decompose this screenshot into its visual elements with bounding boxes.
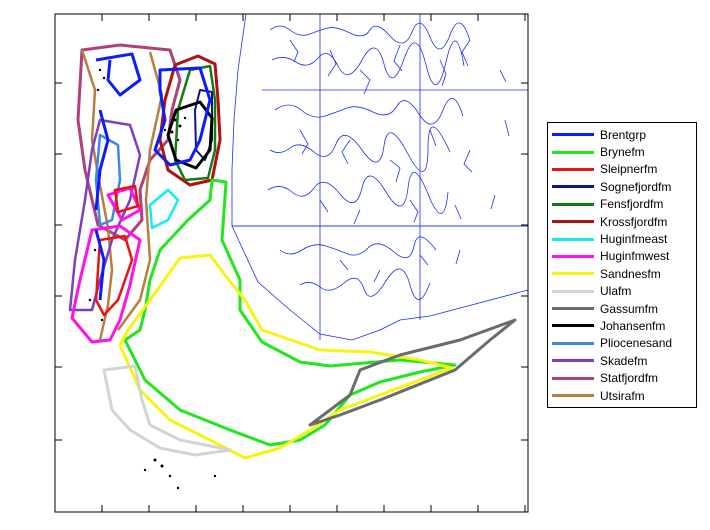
map-legend: Brentgrp Brynefm Sleipnerfm Sognefjordfm Fen…: [547, 122, 697, 409]
legend-swatch: [552, 220, 594, 224]
legend-item: Ulafm: [552, 283, 692, 300]
legend-label: Krossfjordfm: [600, 214, 668, 229]
johansenfm-outline: [166, 100, 214, 170]
coast-boundary-line: [231, 13, 529, 341]
legend-swatch: [552, 133, 594, 137]
legend-label: Johansenfm: [600, 318, 666, 333]
legend-item: Gassumfm: [552, 300, 692, 317]
legend-label: Huginfmeast: [600, 232, 668, 247]
legend-item: Sandnesfm: [552, 265, 692, 282]
legend-swatch: [552, 289, 594, 293]
legend-item: Huginfmeast: [552, 230, 692, 247]
legend-label: Utsirafm: [600, 388, 645, 403]
legend-item: Fensfjordfm: [552, 196, 692, 213]
legend-item: Sognefjordfm: [552, 178, 692, 195]
coast-grid-horizontal: [232, 89, 528, 227]
huginfmeast-outline: [148, 188, 180, 230]
sleipnerfm-outline: [94, 184, 140, 317]
legend-swatch: [552, 324, 594, 328]
legend-item: Statfjordfm: [552, 369, 692, 386]
axes-frame: [54, 13, 529, 513]
legend-item: Pliocenesand: [552, 335, 692, 352]
legend-swatch: [552, 341, 594, 345]
legend-swatch: [552, 202, 594, 206]
legend-item: Krossfjordfm: [552, 213, 692, 230]
fensfjordfm-outline: [173, 64, 217, 182]
legend-swatch: [552, 359, 594, 363]
legend-item: Johansenfm: [552, 317, 692, 334]
coast-land-contours: [267, 22, 510, 300]
legend-label: Ulafm: [600, 284, 632, 299]
legend-label: Sognefjordfm: [600, 179, 672, 194]
legend-label: Sleipnerfm: [600, 162, 658, 177]
legend-swatch: [552, 237, 594, 241]
pliocenesand-outline: [94, 133, 122, 227]
legend-item: Brynefm: [552, 143, 692, 160]
legend-label: Statfjordfm: [600, 371, 659, 386]
legend-swatch: [552, 307, 594, 311]
sandnesfm-outline: [118, 253, 454, 460]
gassumfm-outline: [308, 318, 517, 427]
coast-grid-vertical: [319, 14, 421, 340]
brentgrp-outline: [94, 52, 212, 301]
legend-item: Utsirafm: [552, 387, 692, 404]
legend-item: Sleipnerfm: [552, 161, 692, 178]
legend-swatch: [552, 394, 594, 398]
legend-swatch: [552, 167, 594, 171]
legend-swatch: [552, 185, 594, 189]
legend-item: Huginfmwest: [552, 248, 692, 265]
legend-label: Gassumfm: [600, 301, 659, 316]
formation-outlines: [68, 43, 517, 460]
ulafm-outline: [102, 364, 232, 457]
legend-swatch: [552, 150, 594, 154]
well-markers: [88, 68, 217, 490]
brynefm-outline: [123, 178, 457, 447]
legend-label: Pliocenesand: [600, 336, 673, 351]
legend-item: Skadefm: [552, 352, 692, 369]
legend-item: Brentgrp: [552, 126, 692, 143]
legend-label: Brentgrp: [600, 127, 647, 142]
legend-label: Huginfmwest: [600, 249, 670, 264]
coastline: [231, 13, 529, 341]
legend-label: Sandnesfm: [600, 266, 661, 281]
legend-label: Skadefm: [600, 353, 648, 368]
legend-label: Fensfjordfm: [600, 197, 664, 212]
legend-swatch: [552, 254, 594, 258]
legend-swatch: [552, 376, 594, 380]
legend-swatch: [552, 272, 594, 276]
legend-label: Brynefm: [600, 145, 645, 160]
sognefjordfm-outline: [194, 89, 213, 161]
